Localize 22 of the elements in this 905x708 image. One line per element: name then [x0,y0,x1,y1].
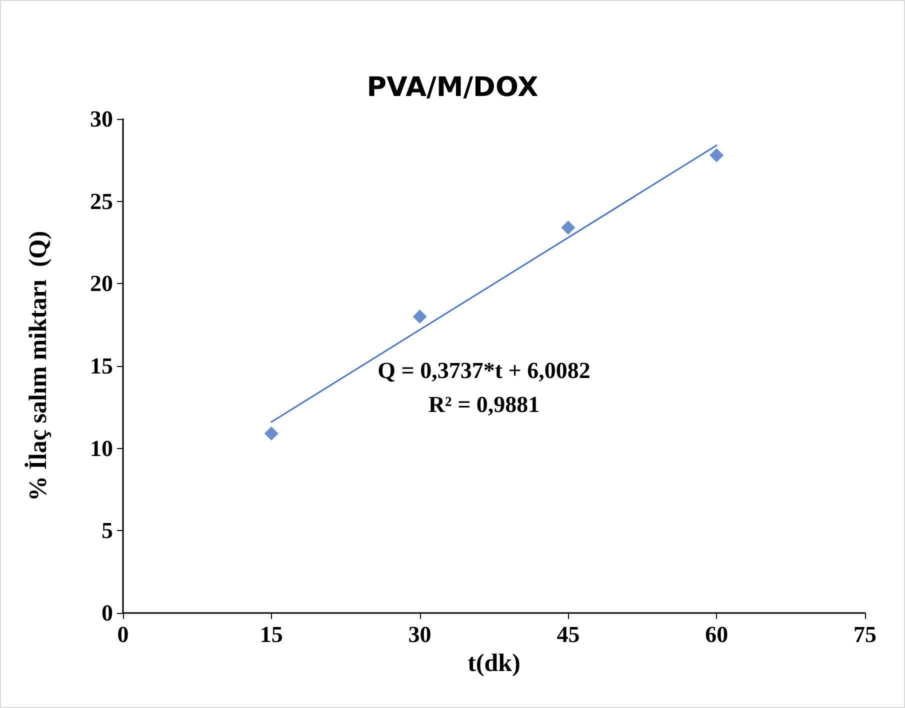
x-tick-label: 45 [556,622,580,647]
annotation: R² = 0,9881 [428,392,540,417]
point [710,148,724,162]
point [561,220,576,235]
y-tick-label: 10 [90,436,113,461]
x-tick-label: 75 [854,622,876,647]
point [264,426,278,441]
y-tick-label: 30 [90,106,113,132]
y-tick-label: 5 [102,518,113,544]
x-tick-label: 30 [408,622,432,647]
y-tick-label: 25 [90,188,113,214]
y-tick-label: 15 [90,354,113,378]
y-tick-label: 20 [90,271,113,296]
y-tick-label: 0 [102,600,113,626]
x-tick-label: 15 [260,622,283,647]
annotation: Q = 0,3737*t + 6,0082 [378,358,590,383]
chart-title: PVA/M/DOX [366,72,538,103]
x-tick-label: 60 [705,622,728,647]
y-axis-title: % İlaç salım miktarı (Q) [24,230,52,502]
x-axis-title: t(dk) [468,650,520,677]
x-tick-label: 0 [117,622,129,647]
point [412,310,427,324]
